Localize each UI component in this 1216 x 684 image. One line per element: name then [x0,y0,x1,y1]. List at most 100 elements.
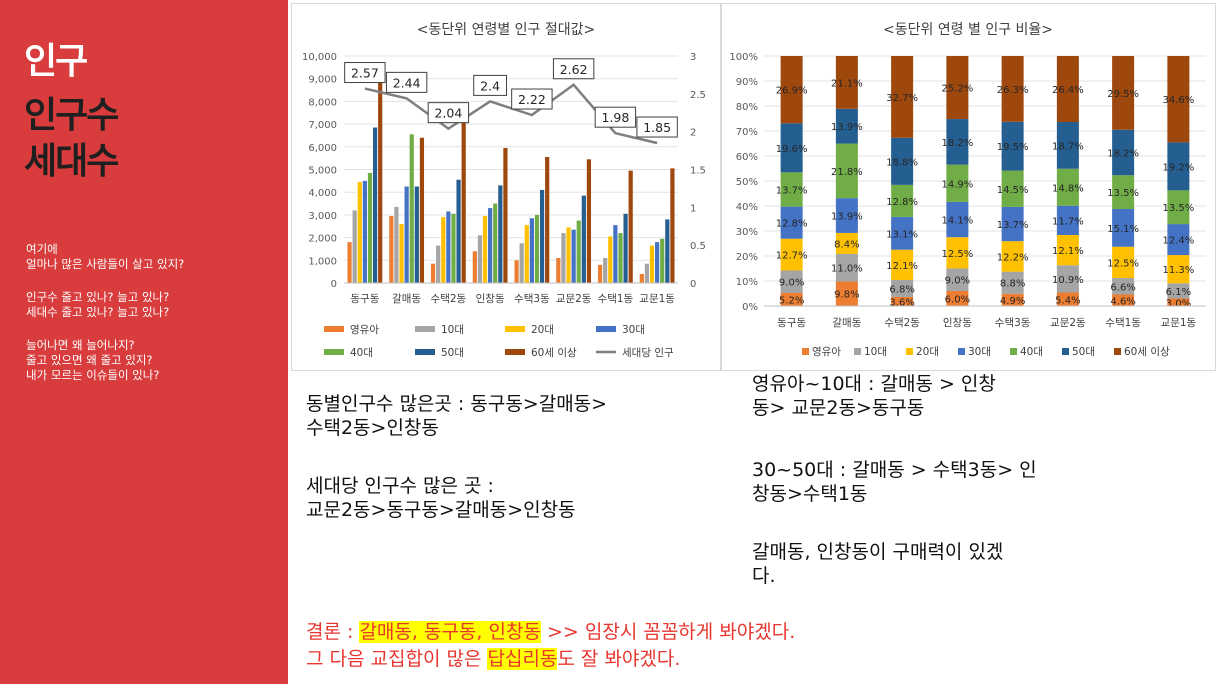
data-label: 13.1% [886,229,918,240]
sidebar-question: 내가 모르는 이슈들이 있나? [26,368,160,382]
legend-swatch [596,326,616,332]
note-line: 갈매동, 인창동이 구매력이 있겠 [752,541,1004,563]
bar [461,111,466,284]
note-line: 동> 교문2동>동구동 [752,397,925,419]
bar [608,236,613,283]
y-tick-label: 0 [331,279,337,290]
legend-label: 10대 [441,324,464,336]
stacked-bar-segment [946,201,969,238]
x-tick-label: 수택1동 [1105,317,1141,329]
bar [524,225,529,283]
bar [529,218,534,283]
data-label: 21.1% [831,78,863,89]
legend-label: 20대 [916,346,939,358]
conclusion-highlight: 답십리동 [487,648,558,670]
data-label: 19.6% [776,144,808,155]
bar [603,258,608,283]
bar [576,220,581,283]
bar [498,185,503,283]
legend-swatch [802,348,809,355]
x-tick-label: 수택3동 [514,293,550,305]
stacked-bar-segment [835,108,858,144]
stacked-bar-segment [946,290,969,306]
y-tick-label: 100% [729,52,758,63]
data-label: 2.22 [518,92,546,107]
absolute-population-chart-box: <동단위 연령별 인구 절대값> 0 1,000 2,000 3,000 4,000 5,… [291,3,721,371]
y-tick-label: 60% [736,152,758,163]
data-label: 6.6% [1110,282,1135,293]
stacked-bar-segment [891,249,914,280]
conclusion-suffix: 도 잘 봐야겠다. [557,648,681,670]
stacked-bar-segment [835,232,858,254]
data-label: 6.1% [1166,287,1191,298]
y2-tick-label: 1.5 [690,166,706,177]
x-tick-label: 교문2동 [1050,317,1086,329]
data-label: 21.8% [831,167,863,178]
stacked-bar-segment [1167,255,1190,284]
sidebar-question-group-2: 인구수 줄고 있나? 늘고 있나? 세대수 줄고 있나? 늘고 있나? [26,290,169,320]
legend-label: 30대 [968,346,991,358]
data-label: 13.5% [1107,188,1139,199]
y-tick-label: 40% [736,202,758,213]
bar [404,186,409,283]
legend-swatch [505,349,525,355]
sidebar: 인구 인구수 세대수 여기에 얼마나 많은 사람들이 살고 있지? 인구수 줄고… [0,0,288,684]
x-tick-label: 교문1동 [1161,317,1197,329]
data-label-box [473,74,508,96]
data-label: 32.7% [886,93,918,104]
data-label: 19.5% [997,142,1029,153]
stacked-bar-segment [946,56,969,120]
y-tick-label: 10% [736,277,758,288]
legend-swatch [1010,348,1017,355]
stacked-bar-segment [891,279,914,297]
bar [493,203,498,283]
data-label: 12.5% [941,249,973,260]
data-label: 12.1% [886,261,918,272]
stacked-bar-segment [1056,122,1079,169]
population-ratio-chart-box: <동단위 연령 별 인구 비율> 0% 10% 20% 30% 40% 50% 60% 70%… [721,3,1216,371]
data-label: 25.2% [941,84,973,95]
y2-tick-label: 0.5 [690,241,706,252]
data-label-box [427,102,470,124]
bar [561,233,566,283]
bar [655,242,660,283]
bar [399,223,404,283]
y-tick-label: 70% [736,127,758,138]
sidebar-question-group-3: 늘어나면 왜 늘어나지? 줄고 있으면 왜 줄고 있지? 내가 모르는 이슈들이… [26,338,159,383]
data-label: 4.6% [1110,296,1135,307]
legend-label: 60세 이상 [531,347,577,359]
data-label: 13.9% [831,122,863,133]
x-tick-label: 수택3동 [995,317,1031,329]
legend-swatch [854,348,861,355]
data-label: 13.9% [831,212,863,223]
stacked-bar-segment [780,238,803,271]
conclusion-suffix: >> 임장시 꼼꼼하게 봐야겠다. [540,621,796,643]
data-label: 9.8% [834,290,859,301]
data-label: 12.4% [1162,236,1194,247]
bar [409,134,414,283]
data-label: 15.1% [1107,224,1139,235]
stacked-bar-segment [835,198,858,233]
x-tick-label: 동구동 [350,293,379,305]
data-label: 12.7% [776,251,808,262]
bar [477,235,483,283]
conclusion-prefix: 그 다음 교집합이 많은 [306,648,488,670]
note-line: 영유아~10대 : 갈매동 > 인창 [752,373,996,395]
x-tick-label: 인창동 [943,317,972,329]
note-line: 세대당 인구수 많은 곳 : [306,475,494,497]
notes-left-block-1: 동별인구수 많은곳 : 동구동>갈매동> 수택2동>인창동 [306,392,607,440]
bar [581,195,586,283]
bar [586,159,592,283]
stacked-bar-segment [1001,56,1024,122]
bar [347,242,352,283]
y-tick-label: 20% [736,252,758,263]
stacked-bar-segment [1001,241,1024,272]
data-label: 8.8% [1000,279,1025,290]
bar [414,186,419,283]
data-label: 14.5% [997,185,1029,196]
data-label: 19.2% [1162,162,1194,173]
data-label: 18.8% [886,157,918,168]
sidebar-question: 여기에 [26,242,58,256]
data-label: 14.1% [941,216,973,227]
data-label-box [511,88,553,110]
